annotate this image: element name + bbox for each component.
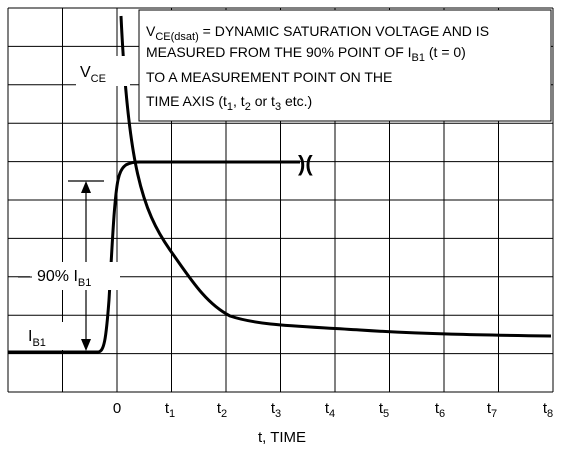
x-tick-label: t1: [165, 400, 175, 420]
annotation-line-4: TIME AXIS (t1, t2 or t3 etc.): [146, 93, 312, 113]
x-tick-label: 0: [113, 400, 121, 417]
x-tick-labels: 0 t1 t2 t3 t4 t5 t6 t7 t8: [113, 400, 553, 420]
ib1-label-bg: [24, 322, 68, 350]
ib1-curve: [8, 160, 300, 354]
x-tick-label: t6: [435, 400, 445, 420]
x-tick-label: t5: [379, 400, 389, 420]
annotation-line-1: VCE(dsat) = DYNAMIC SATURATION VOLTAGE A…: [146, 23, 489, 43]
ninety-percent-ib1-label: 90% IB1: [37, 268, 91, 289]
arrow-down-icon: [81, 339, 91, 351]
arrow-up-icon: [81, 181, 91, 193]
ib1-series-label: IB1: [28, 328, 46, 349]
ninety-percent-label-bg: [30, 262, 120, 290]
annotation-line-2: MEASURED FROM THE 90% POINT OF IB1 (t = …: [146, 44, 466, 64]
vce-label-bg: [76, 56, 130, 86]
x-tick-label: t7: [487, 400, 497, 420]
x-tick-label: t3: [271, 400, 281, 420]
x-tick-label: t8: [543, 400, 553, 420]
x-axis-label: t, TIME: [258, 429, 306, 446]
axis-break-symbol: )(: [298, 151, 313, 176]
annotation-line-3: TO A MEASUREMENT POINT ON THE: [146, 69, 392, 85]
vce-series-label: VCE: [80, 64, 106, 85]
annotation-box: [138, 9, 552, 122]
x-tick-label: t2: [217, 400, 227, 420]
chart-curves: [8, 15, 552, 354]
x-tick-label: t4: [325, 400, 335, 420]
vce-curve: [119, 15, 552, 338]
